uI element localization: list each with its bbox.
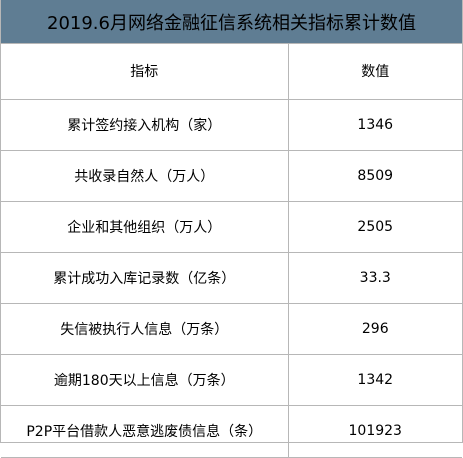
table-row: 累计成功入库记录数（亿条） 33.3 — [1, 251, 462, 304]
value-cell: 101923 — [287, 404, 462, 458]
value-cell: 1346 — [287, 98, 462, 151]
table-row: 累计签约接入机构（家） 1346 — [1, 98, 462, 151]
indicator-cell: 累计成功入库记录数（亿条） — [1, 251, 289, 304]
table-row: 逾期180天以上信息（万条） 1342 — [1, 353, 462, 406]
column-header-value: 数值 — [287, 44, 462, 100]
table-row: 共收录自然人（万人） 8509 — [1, 149, 462, 202]
value-cell: 2505 — [287, 200, 462, 253]
indicator-cell: 累计签约接入机构（家） — [1, 98, 289, 151]
column-header-indicator: 指标 — [1, 44, 289, 100]
value-cell: 1342 — [287, 353, 462, 406]
indicator-table: 指标 数值 累计签约接入机构（家） 1346 共收录自然人（万人） 8509 企… — [1, 44, 462, 458]
table-row: 失信被执行人信息（万条） 296 — [1, 302, 462, 355]
value-cell: 33.3 — [287, 251, 462, 304]
indicator-cell: 失信被执行人信息（万条） — [1, 302, 289, 355]
table-title: 2019.6月网络金融征信系统相关指标累计数值 — [1, 0, 462, 44]
table-row: P2P平台借款人恶意逃废债信息（条） 101923 — [1, 404, 462, 458]
indicator-cell: 企业和其他组织（万人） — [1, 200, 289, 253]
value-cell: 296 — [287, 302, 462, 355]
indicator-cell: P2P平台借款人恶意逃废债信息（条） — [1, 404, 289, 458]
table-header-row: 指标 数值 — [1, 44, 462, 100]
table-row: 企业和其他组织（万人） 2505 — [1, 200, 462, 253]
indicator-cell: 逾期180天以上信息（万条） — [1, 353, 289, 406]
value-cell: 8509 — [287, 149, 462, 202]
indicator-cell: 共收录自然人（万人） — [1, 149, 289, 202]
